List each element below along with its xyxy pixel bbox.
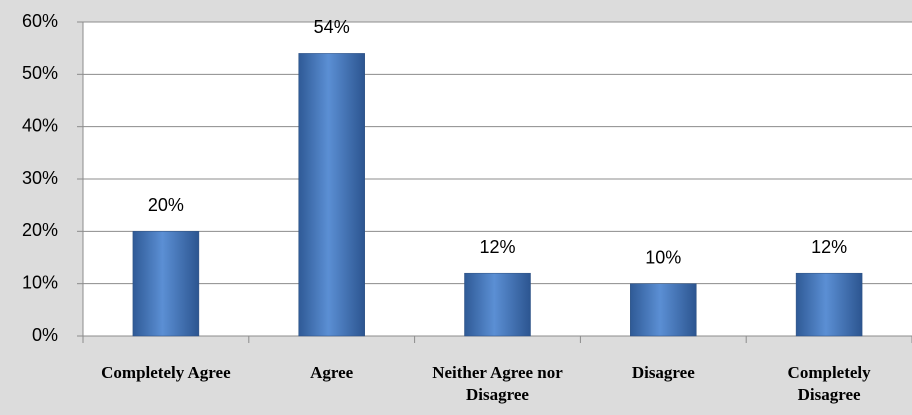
x-tick-label: Completely Agree — [101, 363, 231, 382]
y-tick-label: 30% — [22, 168, 58, 188]
value-label: 54% — [314, 17, 350, 37]
y-tick-label: 0% — [32, 325, 58, 345]
y-tick-label: 20% — [22, 220, 58, 240]
value-label: 20% — [148, 195, 184, 215]
x-tick-label: Disagree — [631, 363, 695, 382]
bar — [132, 231, 200, 337]
value-label: 12% — [811, 237, 847, 257]
bar — [464, 272, 531, 337]
x-tick-label: Neither Agree nor Disagree — [432, 363, 563, 404]
y-tick-label: 40% — [22, 115, 58, 135]
y-tick-label: 60% — [22, 11, 58, 31]
value-label: 12% — [479, 237, 515, 257]
x-tick-label: Agree — [310, 363, 354, 382]
y-tick-label: 50% — [22, 63, 58, 83]
bar — [795, 272, 863, 337]
y-tick-label: 10% — [22, 272, 58, 292]
bar — [298, 53, 365, 337]
x-tick-label: Completely Disagree — [787, 363, 871, 404]
bar — [630, 283, 697, 337]
value-label: 10% — [645, 247, 681, 267]
